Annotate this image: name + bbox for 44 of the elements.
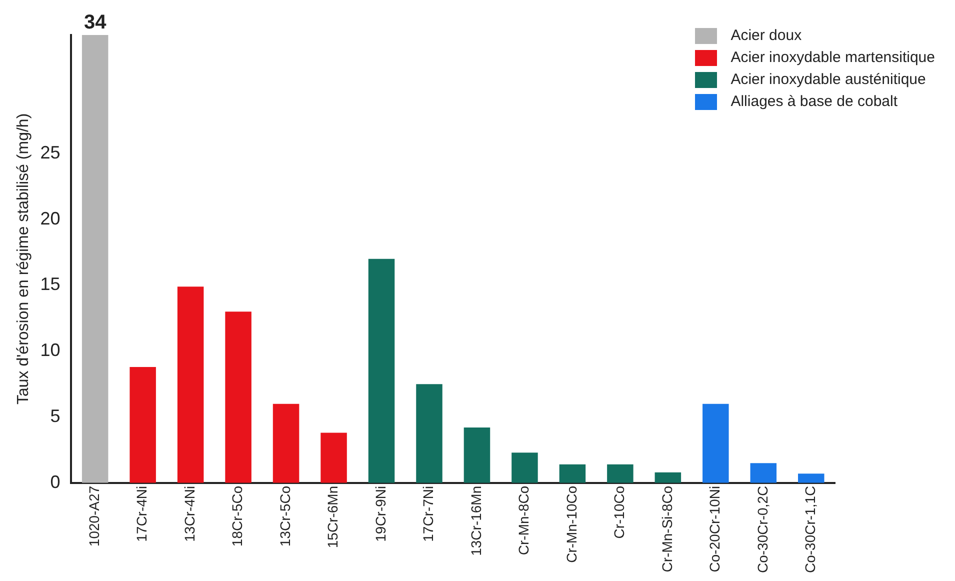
x-tick-label: 13Cr-4Ni xyxy=(181,486,198,542)
y-tick-label: 5 xyxy=(50,406,60,426)
bar xyxy=(750,463,777,483)
y-tick-label: 20 xyxy=(40,208,60,228)
x-tick-label: 15Cr-6Mn xyxy=(324,486,341,548)
y-tick-label: 15 xyxy=(40,274,60,294)
bar xyxy=(464,428,490,483)
y-tick-label: 10 xyxy=(40,340,60,360)
y-tick-label: 25 xyxy=(40,142,60,163)
bar xyxy=(320,432,347,483)
bar xyxy=(82,35,108,483)
x-tick-label: Cr-10Co xyxy=(611,486,628,539)
x-tick-label: 18Cr-5Co xyxy=(229,486,246,547)
x-tick-label: Co-20Cr-10Ni xyxy=(706,486,723,572)
x-tick-label: Cr-Mn-10Co xyxy=(563,486,580,563)
bar xyxy=(607,464,634,483)
x-tick-label: 19Cr-9Ni xyxy=(372,486,388,542)
legend-label: Alliages à base de cobalt xyxy=(730,93,898,110)
bar xyxy=(416,384,442,483)
legend-label: Acier inoxydable martensitique xyxy=(730,49,935,66)
bar xyxy=(368,258,395,483)
y-tick-label: 0 xyxy=(50,472,60,492)
x-tick-label: Cr-Mn-Si-8Co xyxy=(658,486,675,572)
legend-label: Acier inoxydable austénitique xyxy=(730,71,926,88)
x-tick-label: Co-30Cr-0,2C xyxy=(754,486,770,574)
bar xyxy=(512,452,538,483)
bar xyxy=(177,286,204,483)
bar xyxy=(702,404,729,483)
x-tick-label: 17Cr-4Ni xyxy=(134,486,150,542)
bar xyxy=(798,474,824,483)
y-axis-title: Taux d'érosion en régime stabilisé (mg/h) xyxy=(15,113,32,405)
legend-label: Acier doux xyxy=(730,27,802,44)
bar xyxy=(225,312,252,483)
x-tick-label: 13Cr-16Mn xyxy=(468,486,484,556)
data-label: 34 xyxy=(84,12,108,34)
bar xyxy=(272,404,300,483)
x-tick-label: 17Cr-7Ni xyxy=(420,486,436,542)
x-tick-label: Cr-Mn-8Co xyxy=(516,486,532,556)
bar xyxy=(130,366,156,483)
bar xyxy=(654,472,682,483)
bar xyxy=(559,464,586,483)
x-tick-label: 1020-A27 xyxy=(86,486,102,547)
x-tick-label: 13Cr-5Co xyxy=(276,486,293,547)
x-tick-label: Co-30Cr-1,1C xyxy=(802,486,818,574)
